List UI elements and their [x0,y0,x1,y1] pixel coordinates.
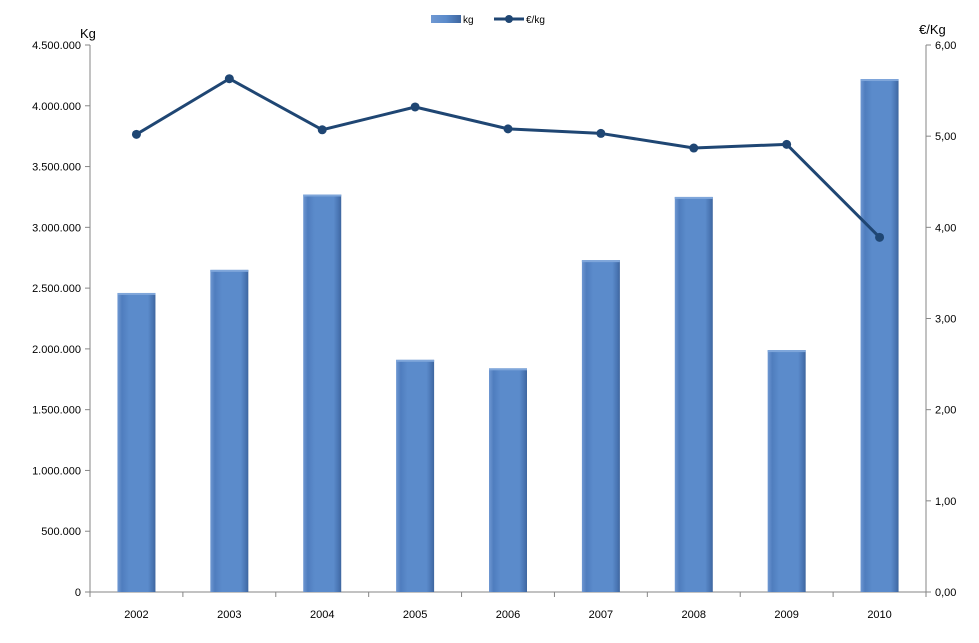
bar-kg [674,196,713,592]
y-left-tick-label: 2.000.000 [32,344,81,356]
x-tick-label: 2003 [217,609,241,621]
line-eur-per-kg [135,77,881,239]
point-eur-per-kg [782,139,792,149]
y-left-tick-label: 4.500.000 [32,40,81,52]
point-eur-per-kg [875,232,885,242]
x-tick-label: 2006 [496,609,520,621]
y-right-tick-label: 1,00 [935,496,956,508]
point-eur-per-kg [410,102,420,112]
bar-kg-top-highlight [767,350,806,353]
bar-kg-top-highlight [117,292,156,295]
y-left-tick-label: 0 [75,587,81,599]
bar-kg [303,194,342,592]
bar-kg [581,260,620,592]
point-eur-per-kg [317,125,327,135]
y-left-tick-label: 500.000 [41,526,81,538]
bar-kg [396,359,435,592]
bar-kg-top-highlight [210,269,249,272]
x-tick-label: 2002 [124,609,148,621]
bar-kg-top-highlight [489,368,527,371]
bar-kg-top-highlight [860,79,899,82]
y-left-tick-label: 1.500.000 [32,405,81,417]
bar-kg [767,350,806,592]
legend-eur-marker [505,15,513,23]
bar-kg [210,269,249,592]
bar-kg-top-highlight [303,194,342,197]
bar-kg [860,79,899,593]
y-right-tick-label: 6,00 [935,40,956,52]
y-left-tick-label: 4.000.000 [32,101,81,113]
bar-kg-top-highlight [581,260,620,263]
point-eur-per-kg [224,74,234,84]
x-tick-label: 2007 [589,609,613,621]
y-left-axis-title: Kg [80,26,96,41]
bar-kg [489,368,527,592]
bar-kg-top-highlight [674,196,713,199]
y-right-tick-label: 3,00 [935,314,956,326]
x-tick-label: 2005 [403,609,427,621]
legend-kg-swatch [431,15,461,23]
y-right-tick-label: 5,00 [935,131,956,143]
legend-eur-label: €/kg [526,15,545,26]
y-left-tick-label: 2.500.000 [32,283,81,295]
y-left-tick-label: 3.000.000 [32,222,81,234]
bar-kg-top-highlight [396,359,435,362]
y-left-tick-label: 1.000.000 [32,465,81,477]
point-eur-per-kg [131,129,141,139]
point-eur-per-kg [689,143,699,153]
y-right-tick-label: 0,00 [935,587,956,599]
point-eur-per-kg [503,124,513,134]
y-left-tick-label: 3.500.000 [32,162,81,174]
y-right-tick-label: 2,00 [935,405,956,417]
point-eur-per-kg [596,128,606,138]
x-tick-label: 2009 [774,609,798,621]
x-tick-label: 2010 [867,609,891,621]
x-tick-label: 2008 [682,609,706,621]
x-tick-label: 2004 [310,609,334,621]
legend-kg-label: kg [463,15,474,26]
y-right-tick-label: 4,00 [935,222,956,234]
bar-kg [117,292,156,592]
y-right-axis-title: €/Kg [919,22,946,37]
